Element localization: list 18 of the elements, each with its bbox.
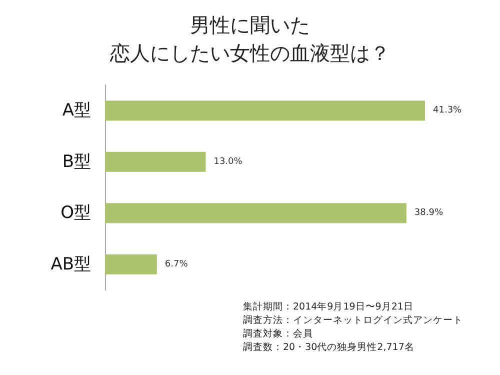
data-label: 41.3% [433,106,462,116]
text: 集計期間：2014年9月19日〜9月21日 [243,300,414,312]
text: 調査数：20・30代の独身男性2,717名 [243,340,414,353]
bar [105,203,406,224]
data-label: 38.9% [414,208,444,218]
bar [105,254,157,274]
y-tick-label: A型 [62,100,91,121]
text: 調査方法：インターネットログイン式アンケート [243,314,463,326]
chart-title: 男性に聞いた [190,13,310,37]
text: 調査対象：会員 [243,327,313,340]
chart-subtitle: 恋人にしたい女性の血液型は？ [109,41,390,65]
data-label: 13.0% [214,156,243,167]
data-label: 6.7% [164,259,188,270]
y-tick-label: B型 [62,152,91,172]
y-tick-label: O型 [60,203,91,224]
bar [105,152,206,172]
bar [105,100,425,121]
y-tick-label: AB型 [50,254,91,274]
